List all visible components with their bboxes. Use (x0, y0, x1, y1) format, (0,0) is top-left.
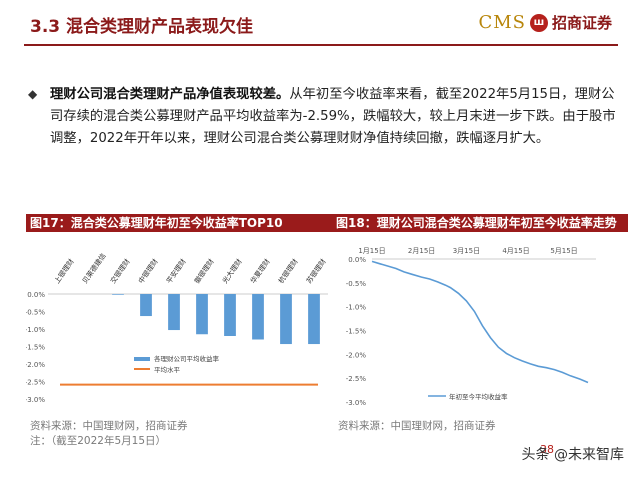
page-title: 3.3 混合类理财产品表现欠佳 (30, 17, 254, 37)
bar-9 (308, 294, 320, 345)
x-tick-label-3: 中银理财 (136, 257, 159, 285)
series-line (371, 260, 589, 384)
legend-ref-label: 平均水平 (154, 365, 181, 374)
x-tick-label-2: 交银理财 (108, 257, 131, 285)
x-tick-label-9: 苏银理财 (304, 257, 327, 285)
page-number: 38 (540, 443, 554, 456)
y-tick-label-6: -3.0% (26, 396, 45, 404)
logo-seal-icon: ш (529, 13, 548, 32)
chart-left-svg: 0.0% -0.5% -1.0% -1.5% -2.0% -2.5% -3.0% 上银理财 贝莱… (26, 251, 328, 404)
chart-right-svg: 0.0% -0.5% -1.0% -1.5% -2.0% -2.5% -3.0% 1月15日 2… (346, 247, 596, 407)
legend-bar-label: 各理财公司平均收益率 (154, 354, 220, 363)
y-tick-label-4: -2.0% (26, 361, 45, 369)
y-tick-label-1: -0.5% (26, 309, 45, 317)
y-tick-label-5: -2.5% (346, 375, 367, 383)
x-tick-label-1: 贝莱德建信 (80, 251, 107, 285)
x-tick-label-4: 平安理财 (164, 257, 187, 285)
y-tick-label-3: -1.5% (346, 328, 367, 336)
bar-7 (252, 294, 264, 340)
x-tick-label-6: 光大理财 (220, 257, 243, 285)
diamond-bullet-icon: ◆ (28, 87, 38, 101)
summary-bold: 理财公司混合类理财产品净值表现较差。 (50, 87, 290, 102)
chart-right-source: 资料来源：中国理财网，招商证券 (338, 420, 496, 432)
x-tick-label-2: 3月15日 (453, 247, 480, 255)
x-tick-label-1: 2月15日 (408, 247, 435, 255)
y-tick-label-4: -2.0% (346, 351, 367, 359)
chart-right-panel: 图18：理财公司混合类公募理财年初至今收益率走势 0.0% -0.5% -1.0% -… (332, 214, 628, 414)
header-bar: 3.3 混合类理财产品表现欠佳 CMS ш 招商证券 (0, 0, 640, 46)
chart-right-header: 图18：理财公司混合类公募理财年初至今收益率走势 (332, 214, 628, 232)
title-divider (24, 44, 618, 46)
y-tick-label-5: -2.5% (26, 379, 45, 387)
y-tick-label-2: -1.0% (346, 304, 367, 312)
bar-6 (224, 294, 236, 336)
bar-8 (280, 294, 292, 345)
y-tick-label-3: -1.5% (26, 344, 45, 352)
bar-5 (196, 294, 208, 335)
bar-2 (112, 294, 124, 295)
bar-4 (168, 294, 180, 331)
x-tick-label-7: 华夏理财 (248, 257, 271, 285)
x-tick-label-3: 4月15日 (502, 247, 529, 255)
y-tick-label-0: 0.0% (348, 256, 366, 264)
y-tick-label-1: -0.5% (346, 280, 367, 288)
x-tick-label-8: 杭银理财 (276, 257, 299, 285)
chart-left-panel: 图17：混合类公募理财年初至今收益率TOP10 0.0% -0.5% -1.0% -1… (26, 214, 336, 414)
x-tick-label-0: 上银理财 (52, 257, 75, 285)
x-tick-label-5: 徽银理财 (192, 257, 215, 285)
x-tick-label-0: 1月15日 (358, 247, 385, 255)
logo-cms-text: CMS (478, 12, 526, 33)
company-logo: CMS ш 招商证券 (478, 12, 612, 33)
chart-left-source: 资料来源：中国理财网，招商证券 (30, 420, 188, 432)
chart-left-header: 图17：混合类公募理财年初至今收益率TOP10 (26, 214, 336, 232)
y-tick-label-2: -1.0% (26, 326, 45, 334)
watermark: 头条 @未来智库 (521, 447, 624, 463)
summary-body: 从年初至今收益率来看，截至2022年5月15日，理财公司存续的混合类公募理财产品… (50, 87, 616, 146)
summary-text: 理财公司混合类理财产品净值表现较差。从年初至今收益率来看，截至2022年5月15… (50, 84, 616, 150)
y-tick-label-6: -3.0% (346, 399, 367, 407)
chart-left-note: 注：（截至2022年5月15日） (30, 435, 167, 447)
x-tick-label-4: 5月15日 (550, 247, 577, 255)
y-tick-label-0: 0.0% (27, 291, 45, 299)
legend-bar-swatch (134, 357, 150, 361)
logo-company-name: 招商证券 (551, 14, 612, 32)
bar-3 (140, 294, 152, 317)
legend-line-label: 年初至今平均收益率 (449, 392, 508, 401)
